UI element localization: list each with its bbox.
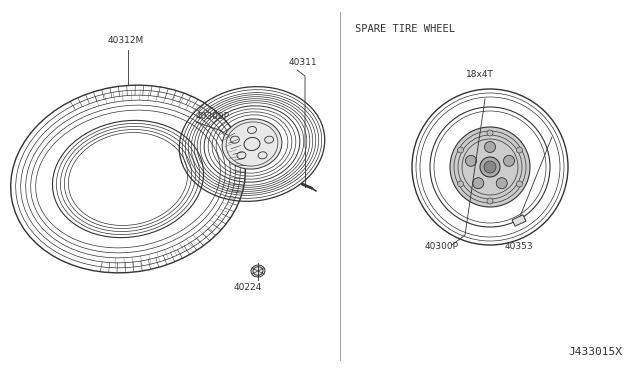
Text: 40300P: 40300P (425, 242, 459, 251)
Text: 40353: 40353 (505, 242, 533, 251)
Ellipse shape (251, 265, 265, 277)
Ellipse shape (462, 139, 518, 195)
Ellipse shape (487, 130, 493, 136)
Text: 40300P: 40300P (196, 112, 230, 121)
Ellipse shape (258, 152, 267, 159)
Ellipse shape (244, 138, 260, 151)
Ellipse shape (264, 136, 274, 143)
Ellipse shape (248, 126, 257, 134)
Ellipse shape (458, 135, 522, 199)
Text: 40224: 40224 (234, 283, 262, 292)
Ellipse shape (484, 141, 495, 153)
Ellipse shape (222, 119, 282, 169)
Text: SPARE TIRE WHEEL: SPARE TIRE WHEEL (355, 24, 455, 34)
Ellipse shape (496, 178, 508, 189)
Ellipse shape (480, 157, 500, 177)
Text: 18x4T: 18x4T (466, 70, 494, 79)
Ellipse shape (487, 198, 493, 204)
Ellipse shape (253, 267, 263, 275)
Ellipse shape (504, 155, 515, 166)
Ellipse shape (516, 181, 522, 187)
Ellipse shape (458, 181, 463, 187)
Bar (512, 215, 526, 226)
Text: 40311: 40311 (289, 58, 317, 67)
Ellipse shape (237, 152, 246, 159)
Ellipse shape (454, 131, 526, 203)
Text: J433015X: J433015X (568, 347, 622, 357)
Ellipse shape (484, 161, 496, 173)
Ellipse shape (458, 147, 463, 153)
Text: 40312M: 40312M (108, 36, 144, 45)
Ellipse shape (473, 178, 484, 189)
Ellipse shape (230, 136, 239, 143)
Ellipse shape (516, 147, 522, 153)
Ellipse shape (450, 127, 530, 207)
Ellipse shape (465, 155, 476, 166)
